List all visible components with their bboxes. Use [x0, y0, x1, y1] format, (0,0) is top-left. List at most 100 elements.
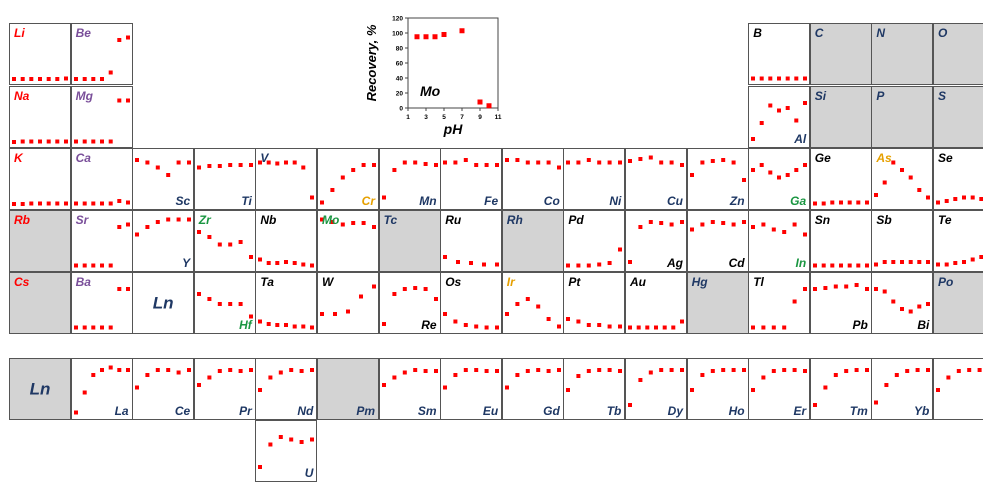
- element-cell-ni: Ni: [563, 148, 626, 210]
- marker-au-6: [680, 319, 684, 324]
- marker-yb-2: [895, 373, 900, 377]
- x-tick-label-1: 3: [424, 114, 428, 121]
- marker-yb-1: [884, 383, 889, 387]
- marker-pr-2: [217, 369, 222, 373]
- marker-ce-4: [176, 370, 181, 375]
- marker-pt-0: [566, 317, 571, 321]
- marker-ni-0: [566, 160, 571, 165]
- marker-fe-5: [495, 163, 500, 167]
- marker-tl-5: [803, 287, 808, 291]
- element-cell-fe: Fe: [440, 148, 503, 210]
- recovery-markers-ce: [135, 368, 192, 390]
- marker-ga-3: [777, 175, 782, 180]
- marker-re-5: [433, 297, 438, 301]
- element-cell-ti: Ti: [193, 148, 256, 210]
- marker-cd-2: [710, 220, 715, 224]
- marker-ba-3: [99, 325, 104, 330]
- element-cell-mn: Mn: [378, 148, 441, 210]
- recovery-markers-sb: [874, 260, 931, 267]
- marker-fe-0: [443, 160, 448, 165]
- element-symbol-ge: Ge: [814, 151, 831, 165]
- recovery-markers-tl: [751, 287, 808, 330]
- element-cell-ho: Ho: [686, 358, 749, 420]
- element-cell-hg: Hg: [686, 272, 749, 334]
- element-symbol-sb: Sb: [876, 213, 892, 227]
- marker-nd-2: [279, 370, 284, 375]
- marker-lu-4: [977, 368, 982, 372]
- marker-pb-0: [812, 287, 817, 291]
- marker-sc-2: [155, 165, 160, 170]
- element-cell-pm: Pm: [317, 358, 379, 420]
- marker-eu-2: [463, 368, 468, 372]
- marker-sb-4: [909, 260, 914, 264]
- marker-ca-1: [82, 201, 87, 206]
- marker-cd-5: [741, 220, 746, 224]
- inset-element-label: Mo: [420, 83, 441, 99]
- recovery-markers-er: [751, 368, 808, 392]
- y-tick-label-2: 40: [396, 76, 404, 83]
- element-cell-k: K: [9, 148, 71, 210]
- marker-ta-0: [258, 319, 263, 324]
- element-symbol-au: Au: [630, 275, 646, 289]
- marker-nb-1: [267, 261, 272, 265]
- marker-be-5: [116, 38, 121, 42]
- marker-al-3: [777, 108, 782, 113]
- marker-ca-2: [90, 201, 95, 206]
- element-symbol-yb: Yb: [914, 404, 930, 418]
- element-symbol-tm: Tm: [849, 404, 868, 418]
- marker-te-0: [936, 262, 940, 267]
- marker-bi-3: [900, 307, 905, 311]
- marker-hf-3: [227, 302, 232, 306]
- element-cell-pt: Pt: [563, 272, 626, 334]
- marker-nd-1: [268, 375, 273, 380]
- marker-y-0: [135, 232, 140, 237]
- marker-y-4: [176, 217, 181, 222]
- inset-marker-4: [459, 28, 465, 34]
- recovery-markers-tb: [566, 368, 623, 392]
- recovery-markers-pb: [812, 283, 869, 291]
- marker-ni-1: [576, 160, 581, 165]
- recovery-markers-nb: [258, 257, 315, 268]
- element-cell-nd: Nd: [255, 358, 318, 420]
- element-cell-se: Se: [933, 148, 983, 210]
- marker-os-3: [474, 324, 479, 329]
- marker-ir-2: [525, 297, 530, 301]
- element-cell-u: U: [255, 420, 318, 482]
- marker-tb-2: [587, 369, 592, 373]
- marker-sb-6: [926, 260, 931, 264]
- y-tick-label-0: 0: [399, 106, 403, 113]
- marker-ge-5: [856, 200, 861, 205]
- marker-li-4: [46, 77, 51, 81]
- element-cell-te: Te: [933, 210, 983, 272]
- element-symbol-te: Te: [938, 213, 952, 227]
- inset-y-axis-label: Recovery, %: [364, 24, 379, 101]
- recovery-markers-as: [874, 160, 931, 200]
- element-cell-cr: Cr: [317, 148, 379, 210]
- marker-al-1: [759, 121, 764, 125]
- marker-b-2: [768, 76, 773, 81]
- marker-er-5: [803, 369, 808, 373]
- marker-be-2: [90, 77, 95, 81]
- element-cell-yb: Yb: [871, 358, 934, 420]
- element-symbol-rb: Rb: [14, 213, 30, 227]
- marker-sm-3: [412, 368, 417, 372]
- marker-ho-2: [710, 369, 715, 373]
- marker-mo-2: [340, 222, 345, 227]
- marker-te-2: [953, 261, 958, 265]
- marker-li-3: [38, 77, 42, 81]
- marker-k-6: [64, 201, 68, 206]
- element-cell-al: Al: [748, 86, 811, 148]
- recovery-markers-sr: [73, 222, 130, 268]
- marker-nb-5: [301, 262, 306, 267]
- x-tick-label-3: 7: [460, 114, 464, 121]
- marker-mn-2: [402, 160, 407, 165]
- marker-ti-0: [196, 165, 201, 170]
- marker-al-5: [794, 118, 799, 123]
- marker-ta-5: [301, 324, 306, 329]
- recovery-markers-yb: [874, 368, 931, 405]
- element-cell-ge: Ge: [809, 148, 872, 210]
- element-symbol-in: In: [795, 256, 807, 270]
- marker-se-4: [970, 195, 975, 200]
- recovery-markers-ca: [73, 199, 130, 206]
